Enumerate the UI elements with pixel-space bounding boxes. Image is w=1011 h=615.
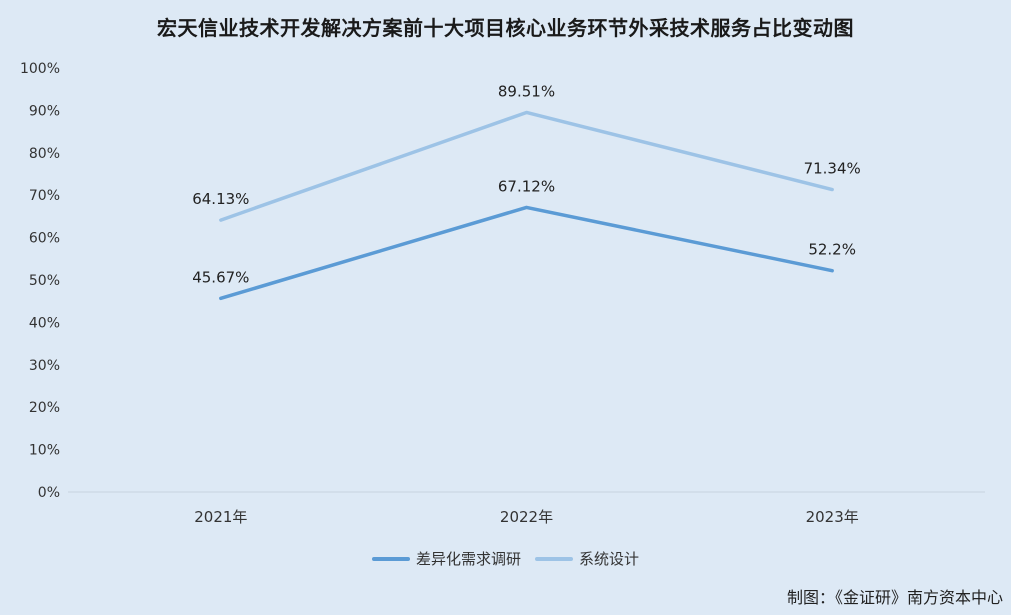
y-tick-label: 10% (29, 443, 60, 459)
y-tick-label: 80% (29, 146, 60, 162)
data-label: 52.2% (808, 241, 856, 259)
legend-swatch (535, 556, 573, 561)
source-note: 制图：《金证研》南方资本中心 (786, 588, 1003, 607)
series-line-1 (219, 205, 834, 301)
y-tick-label: 60% (29, 231, 60, 247)
y-tick-label: 30% (29, 358, 60, 374)
y-tick-label: 90% (29, 103, 60, 119)
data-label: 45.67% (192, 268, 249, 286)
chart-title: 宏天信业技术开发解决方案前十大项目核心业务环节外采技术服务占比变动图 (157, 16, 854, 40)
x-tick-label: 2022年 (500, 508, 553, 526)
series-line-2 (219, 110, 834, 222)
data-label: 89.51% (498, 82, 555, 100)
y-tick-label: 40% (29, 315, 60, 331)
y-tick-label: 100% (20, 61, 60, 77)
y-tick-label: 50% (29, 273, 60, 289)
x-tick-label: 2021年 (194, 508, 247, 526)
legend-item: 系统设计 (535, 548, 639, 569)
legend: 差异化需求调研 系统设计 (0, 548, 1011, 569)
y-tick-label: 20% (29, 400, 60, 416)
x-tick-label: 2023年 (806, 508, 859, 526)
data-label: 67.12% (498, 177, 555, 195)
y-tick-label: 70% (29, 188, 60, 204)
legend-label: 差异化需求调研 (415, 550, 521, 568)
y-tick-label: 0% (38, 485, 60, 501)
legend-item: 差异化需求调研 (371, 548, 521, 569)
data-label: 64.13% (192, 190, 249, 208)
data-label: 71.34% (804, 160, 861, 178)
legend-swatch (371, 556, 410, 561)
legend-label: 系统设计 (579, 550, 640, 568)
